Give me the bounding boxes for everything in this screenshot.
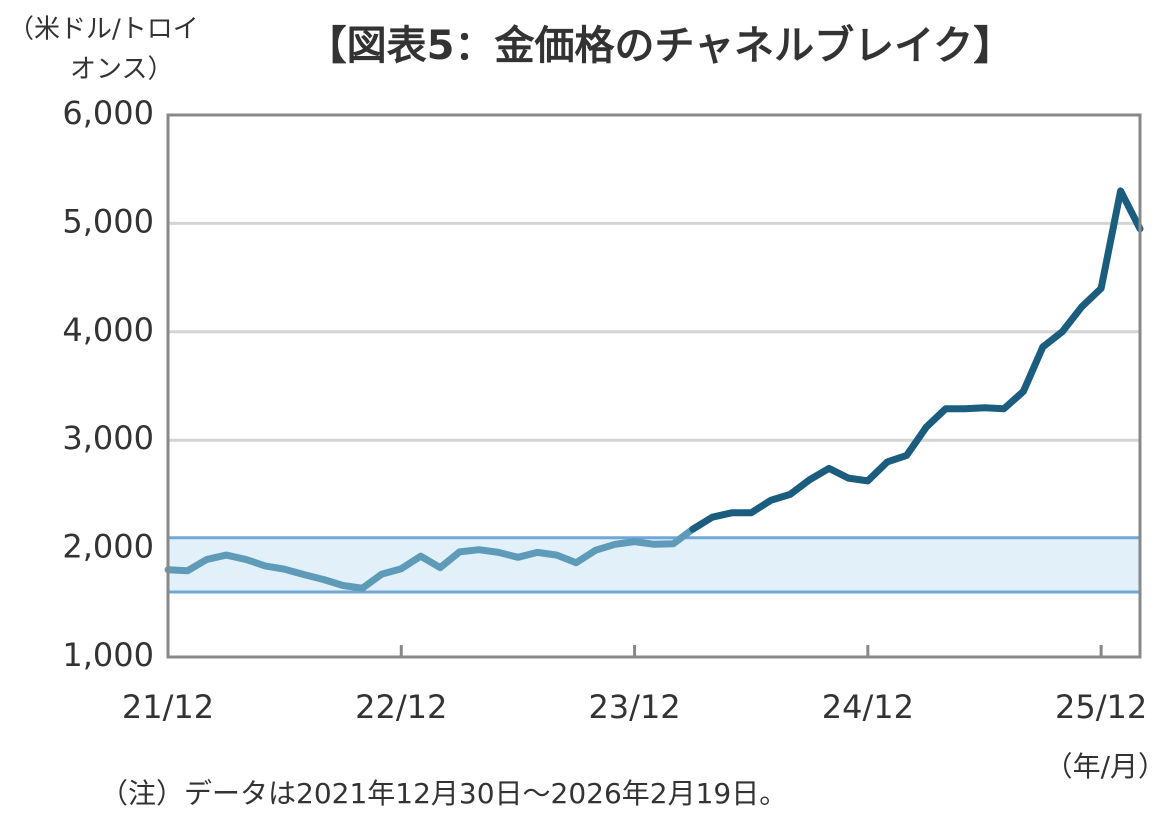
x-axis-label: （年/月） <box>1045 750 1166 783</box>
x-tick-label: 24/12 <box>822 688 914 726</box>
y-tick-label: 3,000 <box>62 419 154 457</box>
chart-title: 【図表5：金価格のチャネルブレイク】 <box>307 23 1014 69</box>
y-tick-label: 1,000 <box>62 636 154 674</box>
y-tick-label: 2,000 <box>62 528 154 566</box>
line-series <box>689 187 1144 533</box>
y-tick-label: 4,000 <box>62 311 154 349</box>
y-tick-label: 5,000 <box>62 202 154 240</box>
note: （注）データは2021年12月30日～2026年2月19日。 <box>100 777 787 810</box>
x-tick-label: 21/12 <box>122 688 214 726</box>
x-tick-label: 25/12 <box>1055 688 1147 726</box>
x-tick-label: 23/12 <box>588 688 680 726</box>
plot-frame <box>166 113 1142 659</box>
y-axis-label: オンス） <box>70 55 173 85</box>
line-series <box>164 525 697 592</box>
x-tick-label: 22/12 <box>355 688 447 726</box>
y-axis-label: （米ドル/トロイ <box>8 15 199 45</box>
y-tick-label: 6,000 <box>62 94 154 132</box>
